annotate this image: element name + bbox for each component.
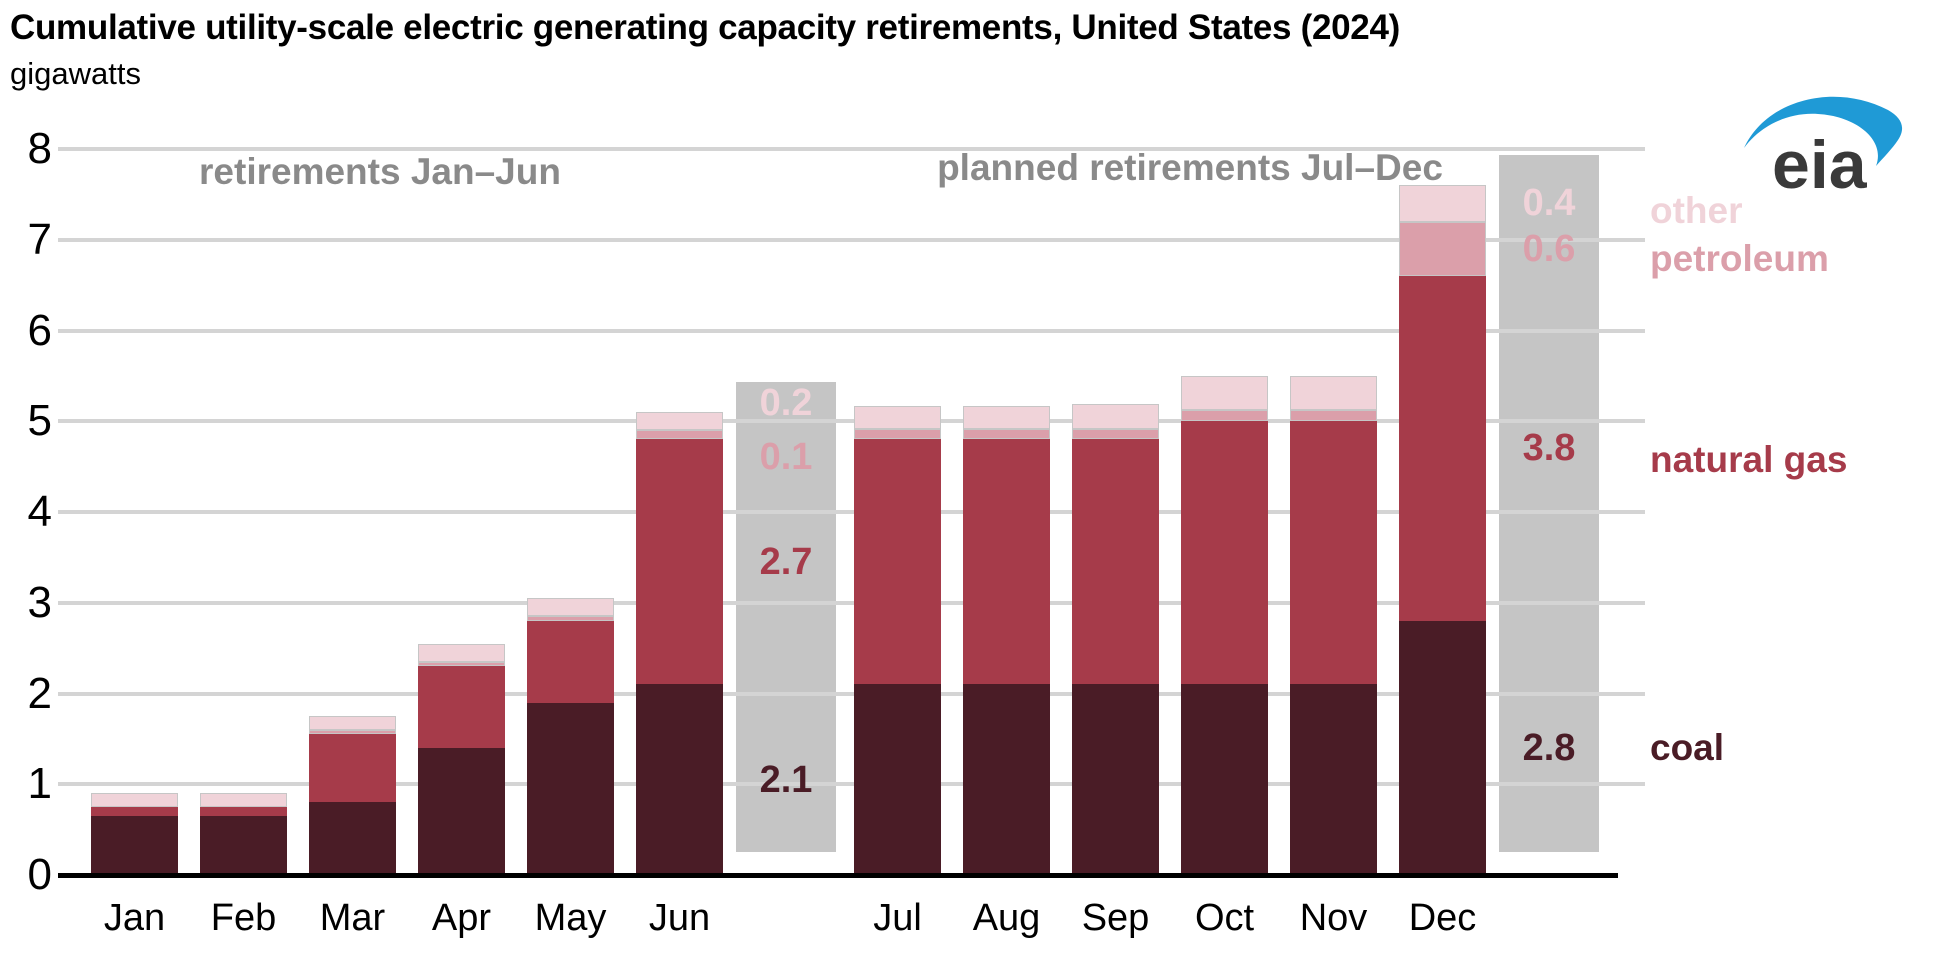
bar-segment-coal [636,684,723,875]
annotation-box [1499,155,1599,852]
bar-segment-petroleum [1072,428,1159,440]
bar-segment-natural-gas [963,439,1050,685]
bar-segment-coal [963,684,1050,875]
bar-segment-other [1399,185,1486,222]
bar-segment-petroleum [1399,221,1486,277]
annotation-value-petroleum: 0.6 [1522,227,1576,270]
month-label: Jul [873,897,922,939]
gridline [58,510,1645,514]
y-tick-label: 4 [27,487,52,536]
month-label: Feb [210,897,277,939]
bar-segment-petroleum [636,430,723,440]
month-label: Jun [648,897,711,939]
month-label: Nov [1299,897,1368,939]
bar-segment-other [854,405,941,429]
eia-logo: eia [1744,96,1903,194]
chart-title: Cumulative utility-scale electric genera… [10,8,1400,47]
month-label: Jan [103,897,166,939]
gridline [58,782,1645,787]
annotation-value-other: 0.2 [759,382,813,425]
y-tick-label: 2 [27,668,52,718]
bar-segment-coal [418,747,505,875]
bar-segment-coal [200,816,287,875]
bar-segment-petroleum [854,428,941,440]
bar-segment-coal [1181,684,1268,875]
bar-segment-natural-gas [309,734,396,803]
bar-segment-other [91,793,178,807]
bar-segment-coal [527,702,614,875]
legend-item-coal: coal [1650,726,1725,768]
y-tick-label: 1 [27,759,52,809]
month-label: Dec [1408,897,1477,939]
bar-segment-natural-gas [1181,421,1268,685]
bar-segment-other [309,716,396,730]
bar-segment-natural-gas [1072,439,1159,685]
annotation-value-petroleum: 0.1 [759,435,813,478]
gridline [58,691,1645,696]
bar-segment-petroleum [1181,410,1268,422]
bar-segment-natural-gas [1290,421,1377,685]
annotation-value-natural-gas: 3.8 [1522,427,1576,470]
chart-units-label: gigawatts [10,56,141,91]
month-label: Sep [1081,897,1150,939]
y-tick-label: 3 [27,577,52,627]
bar-segment-natural-gas [91,806,178,816]
month-label: May [534,897,607,939]
bar-segment-petroleum [963,428,1050,440]
bar-segment-other [636,412,723,431]
bar-segment-natural-gas [636,439,723,685]
bar-segment-natural-gas [418,666,505,748]
bar-segment-coal [1399,620,1486,875]
annotation-value-coal: 2.1 [759,758,813,801]
bar-segment-petroleum [418,661,505,667]
bar-segment-coal [1072,684,1159,875]
bar-segment-petroleum [309,729,396,735]
bar-segment-other [200,793,287,807]
bar-segment-other [527,598,614,617]
month-label: Aug [972,897,1041,939]
bar-segment-other [418,643,505,662]
bar-segment-petroleum [527,616,614,621]
annotation-value-coal: 2.8 [1522,726,1576,769]
y-tick-label: 8 [27,124,52,173]
bar-segment-petroleum [1290,410,1377,422]
bar-segment-other [1072,404,1159,429]
legend-item-petroleum: petroleum [1650,237,1829,279]
y-tick-label: 0 [27,850,52,899]
gridline [58,147,1645,151]
eia-logo-text: eia [1772,127,1868,194]
bar-segment-natural-gas [527,620,614,703]
bar-segment-other [1181,375,1268,411]
bar-segment-natural-gas [854,439,941,685]
bar-segment-natural-gas [200,806,287,816]
bar-segment-coal [91,816,178,875]
legend-item-other: other [1650,190,1743,232]
bar-segment-coal [309,802,396,875]
gridline [58,419,1645,424]
month-label: Oct [1194,897,1255,939]
bar-segment-other [963,405,1050,429]
month-label: Mar [319,897,386,939]
bar-segment-other [1290,375,1377,411]
x-axis-line [58,873,1618,878]
legend-item-natural-gas: natural gas [1650,439,1848,481]
annotation-value-other: 0.4 [1522,182,1576,225]
month-label: Apr [431,897,492,939]
eia-logo-swoosh-icon [1744,96,1903,166]
gridline [58,328,1645,333]
annotation-value-natural-gas: 2.7 [759,540,813,583]
y-tick-label: 6 [27,305,52,355]
gridline [58,600,1645,605]
bar-segment-coal [1290,684,1377,875]
y-tick-label: 5 [27,396,52,446]
y-tick-label: 7 [27,214,52,264]
bar-segment-natural-gas [1399,276,1486,621]
gridline [58,237,1645,242]
bar-segment-coal [854,684,941,875]
section-label-second-half: planned retirements Jul–Dec [937,147,1443,188]
section-label-first-half: retirements Jan–Jun [199,151,561,192]
annotation-box [736,382,836,852]
